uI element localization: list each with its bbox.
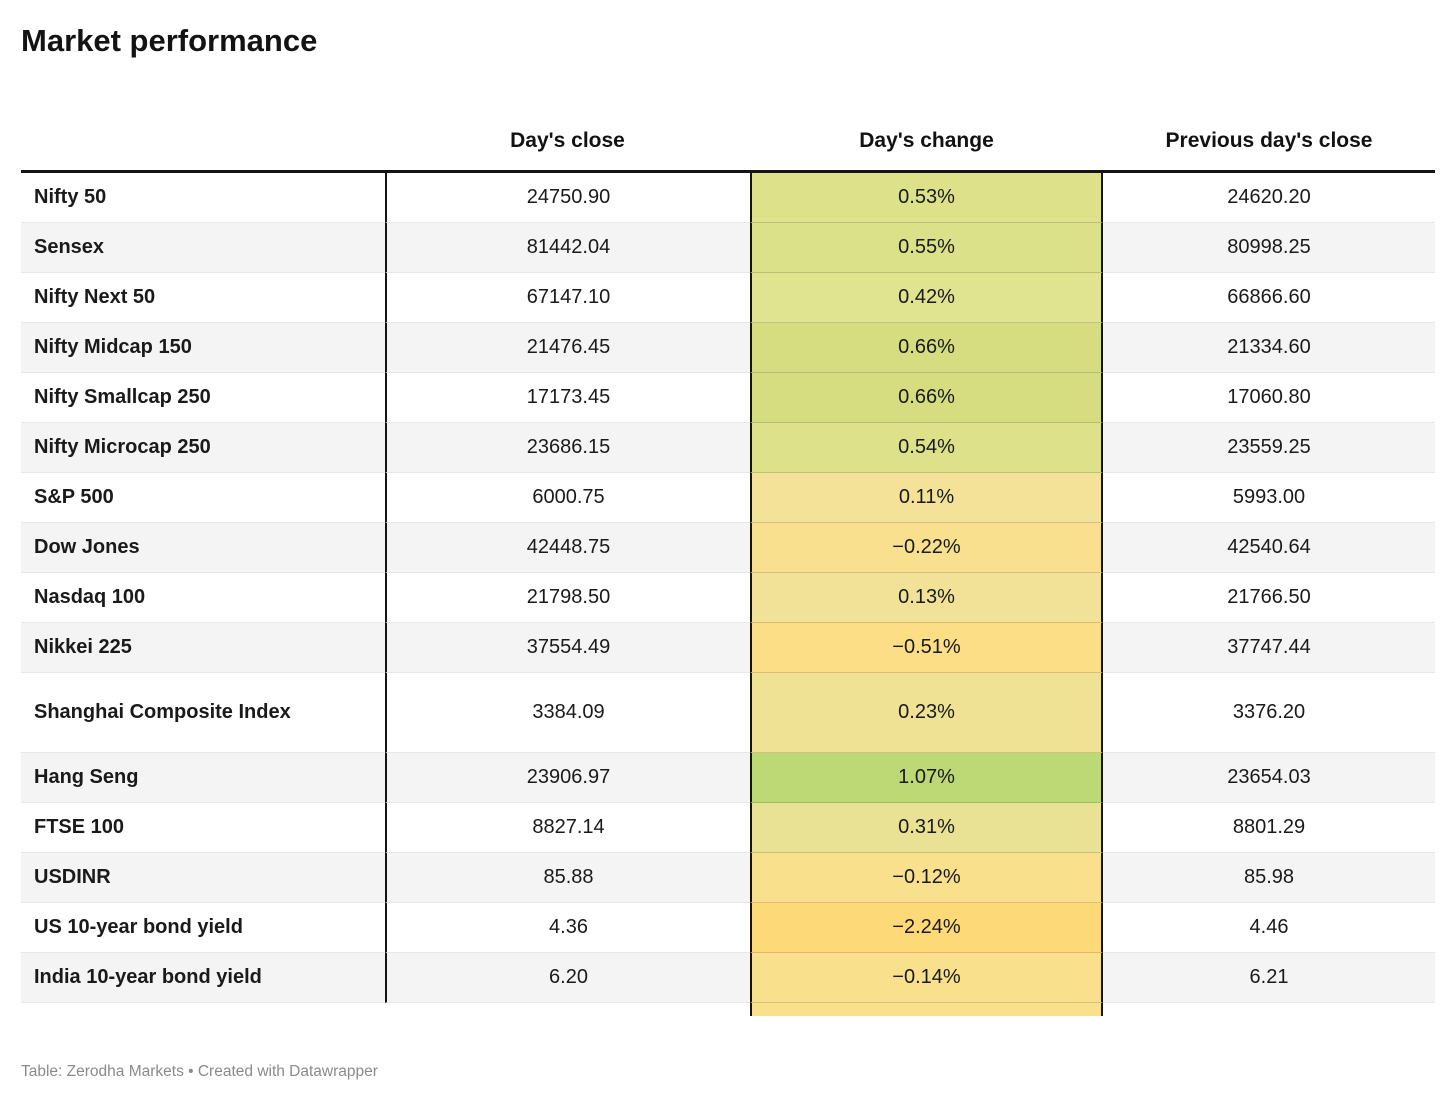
row-label-cell: S&P 500 bbox=[21, 473, 385, 523]
table-row: Nikkei 225 37554.49 −0.51% 37747.44 bbox=[21, 623, 1435, 673]
days-close-cell: 81442.04 bbox=[385, 223, 750, 273]
days-close-cell: 4.36 bbox=[385, 903, 750, 953]
days-close-cell: 67147.10 bbox=[385, 273, 750, 323]
days-change-cell: 0.23% bbox=[750, 673, 1103, 753]
days-change-cell: −0.22% bbox=[750, 523, 1103, 573]
header-previous-days-close: Previous day's close bbox=[1165, 129, 1373, 152]
table-header-row: Day's close Day's change Previous day's … bbox=[21, 60, 1435, 170]
table-row: S&P 500 6000.75 0.11% 5993.00 bbox=[21, 473, 1435, 523]
row-label-cell: US 10-year bond yield bbox=[21, 903, 385, 953]
table-row: Nifty Smallcap 250 17173.45 0.66% 17060.80 bbox=[21, 373, 1435, 423]
previous-close-cell: 66866.60 bbox=[1103, 273, 1435, 323]
days-change-cell: 1.07% bbox=[750, 753, 1103, 803]
days-change-cell: −2.24% bbox=[750, 903, 1103, 953]
previous-close-cell: 42540.64 bbox=[1103, 523, 1435, 573]
previous-close-cell: 21334.60 bbox=[1103, 323, 1435, 373]
days-close-cell: 23686.15 bbox=[385, 423, 750, 473]
days-change-cell: −0.12% bbox=[750, 853, 1103, 903]
days-close-cell: 85.88 bbox=[385, 853, 750, 903]
days-close-cell: 8827.14 bbox=[385, 803, 750, 853]
table-row: Nifty Next 50 67147.10 0.42% 66866.60 bbox=[21, 273, 1435, 323]
previous-close-cell: 21766.50 bbox=[1103, 573, 1435, 623]
previous-close-cell: 17060.80 bbox=[1103, 373, 1435, 423]
row-label-cell: India 10-year bond yield bbox=[21, 953, 385, 1003]
table-row: Nifty Microcap 250 23686.15 0.54% 23559.25 bbox=[21, 423, 1435, 473]
table-row: India 10-year bond yield 6.20 −0.14% 6.21 bbox=[21, 953, 1435, 1003]
previous-close-cell: 3376.20 bbox=[1103, 673, 1435, 753]
previous-close-cell: 37747.44 bbox=[1103, 623, 1435, 673]
previous-close-cell: 24620.20 bbox=[1103, 173, 1435, 223]
row-label-cell: Nifty Midcap 150 bbox=[21, 323, 385, 373]
row-label-cell: Nifty Next 50 bbox=[21, 273, 385, 323]
row-label-cell: Nifty 50 bbox=[21, 173, 385, 223]
days-close-cell: 17173.45 bbox=[385, 373, 750, 423]
days-change-cell: 0.42% bbox=[750, 273, 1103, 323]
table-row: Shanghai Composite Index 3384.09 0.23% 3376… bbox=[21, 673, 1435, 753]
days-change-cell: 0.54% bbox=[750, 423, 1103, 473]
previous-close-cell: 23654.03 bbox=[1103, 753, 1435, 803]
days-change-cell: −0.51% bbox=[750, 623, 1103, 673]
page-title: Market performance bbox=[21, 23, 318, 58]
table-row: US 10-year bond yield 4.36 −2.24% 4.46 bbox=[21, 903, 1435, 953]
table-row: USDINR 85.88 −0.12% 85.98 bbox=[21, 853, 1435, 903]
days-close-cell: 37554.49 bbox=[385, 623, 750, 673]
days-close-cell: 24750.90 bbox=[385, 173, 750, 223]
row-label-cell: Nifty Microcap 250 bbox=[21, 423, 385, 473]
table-row: Nifty Midcap 150 21476.45 0.66% 21334.60 bbox=[21, 323, 1435, 373]
days-change-cell: 0.66% bbox=[750, 323, 1103, 373]
days-close-cell: 3384.09 bbox=[385, 673, 750, 753]
previous-close-cell: 6.21 bbox=[1103, 953, 1435, 1003]
days-close-cell: 21476.45 bbox=[385, 323, 750, 373]
row-label-cell: Nasdaq 100 bbox=[21, 573, 385, 623]
days-close-cell: 6000.75 bbox=[385, 473, 750, 523]
table-body: Nifty 50 24750.90 0.53% 24620.20 Sensex 81442… bbox=[21, 170, 1435, 1016]
header-index-column bbox=[21, 153, 385, 170]
days-change-cell: 0.55% bbox=[750, 223, 1103, 273]
table-row: Nasdaq 100 21798.50 0.13% 21766.50 bbox=[21, 573, 1435, 623]
previous-close-cell: 85.98 bbox=[1103, 853, 1435, 903]
days-change-cell: 0.31% bbox=[750, 803, 1103, 853]
previous-close-cell: 5993.00 bbox=[1103, 473, 1435, 523]
table-row: Dow Jones 42448.75 −0.22% 42540.64 bbox=[21, 523, 1435, 573]
days-change-cell: −0.14% bbox=[750, 953, 1103, 1003]
row-label-cell: USDINR bbox=[21, 853, 385, 903]
market-performance-table: Day's close Day's change Previous day's … bbox=[21, 60, 1435, 1016]
header-days-close: Day's close bbox=[510, 129, 625, 152]
previous-close-cell: 4.46 bbox=[1103, 903, 1435, 953]
row-label-cell: Nikkei 225 bbox=[21, 623, 385, 673]
row-label-cell: FTSE 100 bbox=[21, 803, 385, 853]
row-label-cell: Hang Seng bbox=[21, 753, 385, 803]
table-row: FTSE 100 8827.14 0.31% 8801.29 bbox=[21, 803, 1435, 853]
days-close-cell: 42448.75 bbox=[385, 523, 750, 573]
days-change-cell: 0.11% bbox=[750, 473, 1103, 523]
table-row: Nifty 50 24750.90 0.53% 24620.20 bbox=[21, 173, 1435, 223]
days-change-cell: 0.66% bbox=[750, 373, 1103, 423]
header-days-change: Day's change bbox=[859, 129, 994, 152]
days-change-cell: 0.13% bbox=[750, 573, 1103, 623]
days-close-cell: 21798.50 bbox=[385, 573, 750, 623]
row-label-cell: Shanghai Composite Index bbox=[21, 673, 385, 753]
table-row: Sensex 81442.04 0.55% 80998.25 bbox=[21, 223, 1435, 273]
days-change-cell: 0.53% bbox=[750, 173, 1103, 223]
previous-close-cell: 80998.25 bbox=[1103, 223, 1435, 273]
change-column-overflow-row bbox=[21, 1003, 1435, 1016]
table-row: Hang Seng 23906.97 1.07% 23654.03 bbox=[21, 753, 1435, 803]
row-label-cell: Dow Jones bbox=[21, 523, 385, 573]
change-column-overflow-cell bbox=[750, 1003, 1103, 1016]
previous-close-cell: 8801.29 bbox=[1103, 803, 1435, 853]
previous-close-cell: 23559.25 bbox=[1103, 423, 1435, 473]
row-label-cell: Sensex bbox=[21, 223, 385, 273]
days-close-cell: 6.20 bbox=[385, 953, 750, 1003]
table-attribution: Table: Zerodha Markets • Created with Da… bbox=[21, 1063, 378, 1080]
row-label-cell: Nifty Smallcap 250 bbox=[21, 373, 385, 423]
days-close-cell: 23906.97 bbox=[385, 753, 750, 803]
